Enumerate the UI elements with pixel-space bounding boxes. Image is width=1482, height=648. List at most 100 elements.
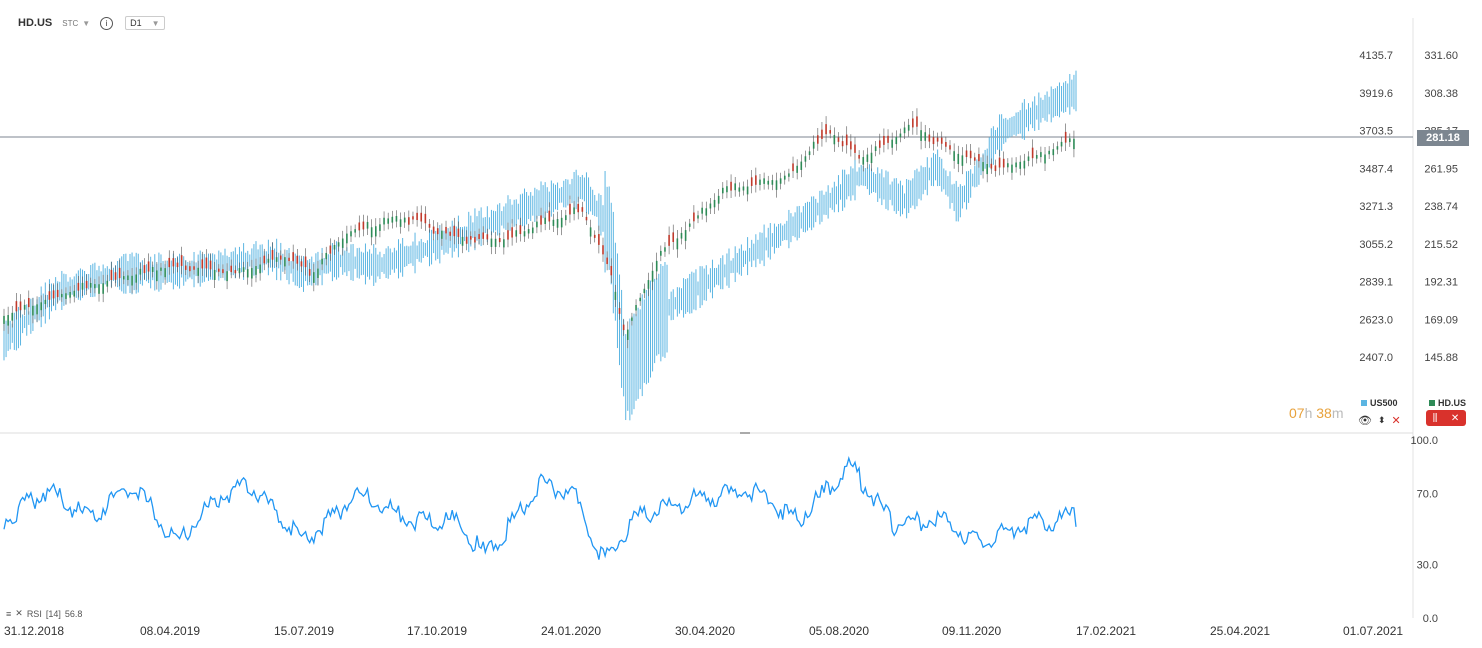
rsi-axis-tick: 70.0 (1417, 488, 1438, 500)
hd-candle-body (131, 275, 133, 286)
x-axis-date: 05.08.2020 (809, 624, 869, 638)
hd-candle-body (106, 280, 109, 287)
hd-candle-body (651, 270, 654, 282)
hd-candle-body (560, 217, 563, 228)
hd-candle-body (544, 217, 546, 224)
hd-candle-body (1011, 164, 1013, 173)
hd-candle-body (565, 215, 567, 221)
hd-candle-body (1023, 160, 1026, 169)
hd-candle-body (465, 236, 468, 244)
close-icon[interactable]: ✕ (1391, 415, 1401, 427)
hd-candle-body (428, 223, 431, 228)
candlestick-icon[interactable]: ⫼ (1432, 412, 1438, 424)
hd-candle-body (726, 186, 728, 193)
us500-axis-tick: 2623.0 (1359, 314, 1393, 326)
hd-candle-body (622, 324, 625, 331)
pane-resize-handle[interactable] (740, 432, 750, 434)
instrument-type: STC (62, 18, 79, 28)
hd-axis-tick: 215.52 (1424, 239, 1458, 251)
hd-candle-body (928, 134, 931, 142)
hd-candle-body (631, 317, 633, 321)
hd-candle-body (503, 239, 505, 248)
reorder-icon[interactable]: ⬍ (1377, 415, 1386, 425)
hd-series-controls[interactable]: ⫼ ✕ (1426, 410, 1466, 426)
hd-candle-body (379, 224, 381, 231)
hd-candle-body (346, 233, 348, 244)
hd-candle-body (494, 238, 497, 247)
x-axis-date: 24.01.2020 (541, 624, 601, 638)
hd-candle-body (1007, 163, 1009, 168)
hd-candle-body (817, 135, 819, 144)
hd-candle-body (936, 137, 939, 142)
hd-candle-body (498, 238, 501, 243)
hd-candle-body (804, 156, 807, 162)
hd-candle-body (1015, 162, 1017, 168)
hd-candle-body (742, 186, 745, 191)
timer-minutes: 38 (1316, 405, 1332, 421)
legend-us500[interactable]: US500 (1361, 398, 1398, 408)
hd-candle-body (478, 234, 480, 240)
hd-candle-body (172, 258, 175, 267)
hd-candle-body (924, 132, 927, 141)
hd-candle-body (730, 181, 732, 191)
us500-axis-tick: 3919.6 (1359, 88, 1393, 100)
hd-candle-body (350, 231, 352, 237)
hd-candle-body (218, 268, 220, 272)
us500-axis-tick: 3487.4 (1359, 163, 1393, 175)
hd-candle-body (474, 236, 476, 243)
hd-candle-body (825, 124, 827, 135)
eye-icon[interactable]: 👁 (1358, 415, 1372, 427)
hd-candle-body (891, 139, 893, 148)
hd-candle-body (387, 218, 389, 224)
timer-hours: 07 (1289, 405, 1305, 421)
hd-candle-body (552, 219, 555, 226)
timeframe-select[interactable]: D1 ▼ (125, 16, 165, 30)
symbol-label[interactable]: HD.US (18, 17, 53, 29)
hd-candle-body (271, 249, 274, 260)
hd-candle-body (445, 226, 447, 234)
hd-candle-body (69, 291, 71, 298)
hd-candle-body (403, 217, 406, 223)
x-axis-date: 17.10.2019 (407, 624, 467, 638)
hd-candle-body (916, 116, 918, 127)
hd-candle-body (441, 230, 443, 239)
hd-candle-body (470, 236, 472, 240)
timeframe-value: D1 (130, 18, 142, 28)
hd-candle-body (89, 282, 92, 288)
hd-candle-body (577, 203, 580, 213)
hd-axis-tick: 331.60 (1424, 50, 1458, 62)
hd-candle-body (569, 203, 571, 215)
hd-candle-body (164, 268, 166, 278)
info-icon[interactable]: i (100, 16, 114, 30)
x-axis-date: 09.11.2020 (942, 624, 1001, 638)
hd-axis-tick: 238.74 (1424, 201, 1458, 213)
hd-candle-body (841, 141, 844, 147)
hd-candle-body (792, 163, 794, 172)
hd-candle-body (862, 157, 865, 165)
hd-candle-body (548, 210, 551, 222)
hd-candle-body (19, 301, 22, 311)
remove-series-icon[interactable]: ✕ (1450, 412, 1460, 424)
hd-candle-body (102, 283, 104, 294)
hd-candle-body (1064, 131, 1067, 143)
symbol-dropdown-icon[interactable]: ▼ (82, 18, 91, 28)
hd-candle-body (899, 133, 902, 138)
hd-candle-body (1044, 154, 1046, 164)
legend-hd[interactable]: HD.US (1429, 398, 1466, 408)
hd-candle-body (176, 262, 179, 268)
hd-candle-body (845, 134, 848, 146)
rsi-label: ≡ ✕ RSI [14] 56.8 (6, 608, 82, 619)
hd-candle-body (821, 129, 823, 139)
menu-icon[interactable]: ≡ (6, 608, 12, 619)
hd-axis-tick: 145.88 (1424, 352, 1458, 364)
us500-axis-tick: 3055.2 (1359, 239, 1393, 251)
hd-candle-body (234, 270, 237, 274)
hd-candle-body (672, 232, 675, 242)
hd-candle-body (602, 245, 604, 255)
close-indicator-icon[interactable]: ✕ (15, 608, 23, 618)
hd-candle-body (189, 266, 191, 272)
hd-candle-body (391, 216, 394, 223)
candle-timer: 07h 38m (1289, 405, 1344, 421)
hd-candle-body (680, 232, 683, 239)
